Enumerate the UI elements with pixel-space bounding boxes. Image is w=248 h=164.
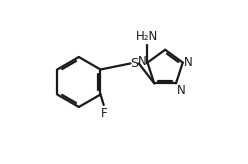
Text: S: S: [130, 57, 138, 70]
Text: N: N: [177, 84, 186, 97]
Text: H₂N: H₂N: [136, 30, 159, 43]
Text: F: F: [101, 107, 108, 120]
Text: N: N: [137, 55, 146, 68]
Text: N: N: [184, 56, 193, 69]
